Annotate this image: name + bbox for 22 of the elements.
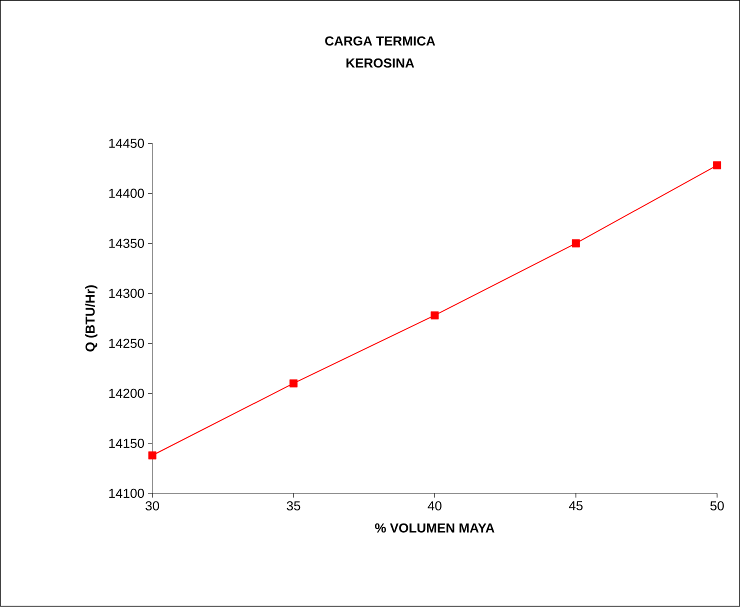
point (713, 161, 722, 170)
y-tick-label: 14200 (109, 388, 144, 398)
point (148, 452, 156, 460)
x-tick-label: 40 (428, 501, 442, 511)
point (430, 312, 439, 320)
x-tick-label: 35 (286, 501, 300, 511)
y-tick-label: 14250 (109, 338, 144, 348)
y-tick-label: 14300 (109, 288, 144, 298)
point (290, 380, 298, 388)
chart-subtitle: KEROSINA (346, 58, 414, 68)
x-tick-label: 50 (710, 501, 724, 511)
y-tick-label: 14150 (109, 438, 144, 448)
x-tick-label: 45 (568, 501, 583, 510)
x-tick-label: 30 (146, 501, 160, 511)
y-axis-title: Q (BTU/Hr) (85, 286, 98, 352)
y-tick-label: 14450 (109, 138, 144, 148)
point (572, 240, 580, 248)
y-tick-label: 14400 (109, 188, 144, 198)
y-tick-label: 14350 (109, 238, 144, 248)
chart-title: CARGA TERMICA (325, 36, 436, 46)
y-tick-label: 14100 (109, 488, 144, 498)
x-axis-title: % VOLUMEN MAYA (375, 524, 494, 533)
